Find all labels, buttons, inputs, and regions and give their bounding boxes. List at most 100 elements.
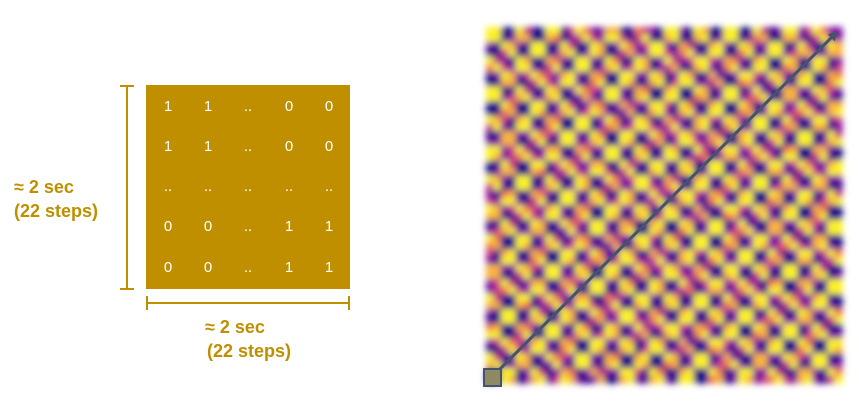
ssm-cell: [812, 279, 821, 288]
ssm-cell: [767, 34, 776, 43]
ssm-cell: [730, 27, 739, 36]
kernel-cell: ..: [203, 177, 213, 195]
ssm-cell: [797, 182, 806, 191]
ssm-cell: [619, 41, 628, 50]
ssm-cell: [671, 56, 680, 65]
ssm-cell: [664, 205, 673, 214]
ssm-cell: [753, 138, 762, 147]
ssm-cell: [827, 197, 836, 206]
ssm-cell: [656, 279, 665, 288]
ssm-cell: [753, 234, 762, 243]
ssm-cell: [619, 205, 628, 214]
ssm-cell: [753, 197, 762, 206]
ssm-cell: [775, 331, 784, 340]
ssm-cell: [619, 368, 628, 377]
ssm-cell: [486, 219, 495, 228]
ssm-cell: [515, 353, 524, 362]
ssm-cell: [560, 205, 569, 214]
ssm-cell: [552, 294, 561, 303]
ssm-cell: [634, 279, 643, 288]
ssm-cell: [545, 338, 554, 347]
ssm-cell: [819, 294, 828, 303]
ssm-cell: [693, 264, 702, 273]
ssm-cell: [767, 294, 776, 303]
ssm-cell: [597, 182, 606, 191]
ssm-cell: [656, 353, 665, 362]
ssm-cell: [523, 27, 532, 36]
ssm-cell: [797, 212, 806, 221]
ssm-cell: [634, 182, 643, 191]
ssm-cell: [537, 116, 546, 125]
ssm-cell: [604, 234, 613, 243]
ssm-cell: [753, 205, 762, 214]
ssm-cell: [708, 323, 717, 332]
ssm-cell: [812, 212, 821, 221]
ssm-cell: [760, 160, 769, 169]
ssm-cell: [575, 93, 584, 102]
ssm-cell: [508, 34, 517, 43]
ssm-cell: [515, 301, 524, 310]
ssm-cell: [604, 316, 613, 325]
ssm-cell: [530, 49, 539, 58]
ssm-cell: [775, 264, 784, 273]
ssm-cell: [738, 308, 747, 317]
ssm-cell: [804, 93, 813, 102]
ssm-cell: [493, 338, 502, 347]
ssm-cell: [604, 375, 613, 384]
ssm-cell: [767, 316, 776, 325]
ssm-cell: [753, 338, 762, 347]
ssm-cell: [641, 175, 650, 184]
ssm-cell: [664, 86, 673, 95]
ssm-cell: [508, 101, 517, 110]
ssm-cell: [552, 338, 561, 347]
ssm-cell: [686, 190, 695, 199]
ssm-cell: [560, 323, 569, 332]
ssm-cell: [500, 145, 509, 154]
ssm-cell: [523, 264, 532, 273]
ssm-cell: [804, 167, 813, 176]
ssm-cell: [649, 86, 658, 95]
ssm-cell: [589, 49, 598, 58]
ssm-cell: [537, 86, 546, 95]
ssm-cell: [589, 219, 598, 228]
ssm-cell: [812, 271, 821, 280]
ssm-cell: [626, 49, 635, 58]
ssm-cell: [656, 338, 665, 347]
ssm-cell: [715, 160, 724, 169]
ssm-cell: [790, 345, 799, 354]
ssm-cell: [634, 56, 643, 65]
ssm-cell: [775, 71, 784, 80]
ssm-cell: [797, 286, 806, 295]
ssm-cell: [760, 219, 769, 228]
ssm-cell: [745, 71, 754, 80]
ssm-cell: [708, 93, 717, 102]
ssm-cell: [575, 234, 584, 243]
ssm-cell: [827, 308, 836, 317]
ssm-cell: [486, 116, 495, 125]
ssm-cell: [678, 368, 687, 377]
ssm-cell: [827, 264, 836, 273]
ssm-cell: [827, 219, 836, 228]
ssm-cell: [701, 167, 710, 176]
ssm-cell: [567, 219, 576, 228]
ssm-cell: [634, 331, 643, 340]
ssm-cell: [760, 153, 769, 162]
ssm-cell: [767, 49, 776, 58]
ssm-cell: [708, 123, 717, 132]
ssm-cell: [537, 212, 546, 221]
ssm-cell: [834, 212, 843, 221]
ssm-cell: [812, 219, 821, 228]
ssm-cell: [708, 368, 717, 377]
ssm-cell: [523, 153, 532, 162]
ssm-cell: [678, 56, 687, 65]
ssm-cell: [715, 323, 724, 332]
ssm-cell: [634, 212, 643, 221]
ssm-cell: [753, 182, 762, 191]
ssm-cell: [589, 108, 598, 117]
kernel-cell: ..: [243, 137, 253, 155]
ssm-cell: [589, 153, 598, 162]
ssm-cell: [634, 345, 643, 354]
ssm-cell: [626, 256, 635, 265]
ssm-cell: [493, 271, 502, 280]
ssm-cell: [738, 93, 747, 102]
